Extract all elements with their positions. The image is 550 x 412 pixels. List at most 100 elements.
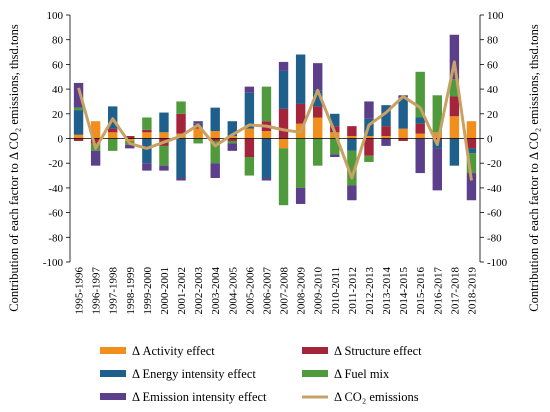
right-tick-label: -20 [487,158,502,170]
bars-layer [73,34,477,206]
legend-label: Δ Emission intensity effect [132,390,267,404]
axes-layer [69,15,481,262]
right-tick-label: 60 [487,59,499,71]
category-label: 2007-2008 [279,267,291,315]
bar-2006-2007-5 [261,178,272,181]
ticks-layer: -100 -100 -80 -80 -60 -60 -40 -40 -20 -20 0 0 20 20 40… [43,10,508,269]
legend-label: Δ Activity effect [132,344,215,358]
bar-2017-2018-4 [449,79,460,97]
bar-2014-2015-1 [398,128,408,139]
category-label: 1999-2000 [142,267,154,315]
bar-2006-2007-4 [261,86,272,122]
bar-2002-2003-1 [193,128,203,139]
right-tick-label: 20 [487,109,499,121]
right-tick-label: 0 [487,134,493,146]
bar-2017-2018-2 [449,96,460,117]
bar-2011-2012-3 [347,138,357,151]
bar-1995-1996-4 [73,107,84,111]
bar-2007-2008-4 [278,148,289,206]
left-tick-label: 20 [52,109,64,121]
bar-2012-2013-1 [364,136,374,139]
bar-1995-1996-1 [73,134,84,139]
bar-2011-2012-5 [347,185,357,201]
bar-2012-2013-4 [364,155,374,162]
bar-2008-2009-2 [295,103,306,124]
bar-2010-2011-4 [330,138,340,155]
right-tick-label: -100 [487,257,508,269]
bar-2008-2009-3 [295,54,306,104]
category-label: 1996-1997 [91,267,103,315]
bar-1995-1996-5 [73,82,84,108]
bar-1995-1996-2 [73,138,84,141]
bar-2015-2016-3 [415,117,425,124]
bar-2013-2014-5 [381,138,391,146]
bar-2014-2015-3 [398,97,408,129]
bar-2014-2015-2 [398,138,408,141]
right-tick-label: -40 [487,183,502,195]
left-tick-label: -60 [48,208,63,220]
bar-2004-2005-4 [227,140,237,144]
left-tick-label: -100 [43,257,64,269]
category-label: 2009-2010 [313,267,325,315]
bar-2000-2001-4 [159,145,169,166]
bar-2004-2005-1 [227,136,237,139]
category-label: 2006-2007 [261,267,273,315]
legend-swatch [100,347,126,354]
bar-1998-1999-5 [125,144,135,149]
legend-label: Δ Fuel mix [334,367,390,381]
legend-label: Δ Structure effect [334,344,422,358]
left-tick-label: 0 [58,134,64,146]
bar-2004-2005-2 [227,138,237,141]
category-label: 2018-2019 [466,267,478,315]
bar-2000-2001-5 [159,165,169,171]
legend: Δ Activity effect Δ Structure effect Δ Ene… [100,344,422,404]
bar-2010-2011-5 [330,154,340,158]
bar-2007-2008-5 [278,61,289,71]
category-label: 2003-2004 [210,267,222,315]
legend-swatch [302,370,328,377]
bar-2004-2005-3 [227,121,237,137]
left-tick-label: 80 [52,35,64,47]
co2-emissions-line [77,60,473,181]
bar-2007-2008-2 [278,108,289,139]
bar-2015-2016-2 [415,123,425,134]
bar-1999-2000-4 [142,117,152,130]
bar-2013-2014-1 [381,136,391,139]
left-tick-label: 40 [52,84,64,96]
bar-2009-2010-1 [313,117,323,139]
bar-2011-2012-2 [347,126,357,137]
category-label: 2008-2009 [296,267,308,315]
bar-2008-2009-5 [295,187,306,204]
left-tick-label: 60 [52,59,64,71]
bar-2015-2016-1 [415,133,425,139]
bar-2010-2011-3 [330,113,340,127]
right-tick-label: 100 [487,10,504,22]
bar-2003-2004-5 [210,163,220,179]
right-tick-label: -60 [487,208,502,220]
bar-1997-1998-2 [108,128,118,133]
category-label: 2015-2016 [415,267,427,315]
bar-1997-1998-1 [108,132,118,139]
bar-2005-2006-3 [244,92,255,129]
legend-label: Δ CO₂ emissions [334,390,419,404]
bar-2016-2017-4 [432,95,442,133]
category-label: 2002-2003 [193,267,205,315]
category-label: 2013-2014 [381,267,393,315]
bar-1996-1997-1 [90,121,101,139]
bar-1999-2000-1 [142,132,152,139]
bar-1995-1996-3 [73,110,84,135]
bar-2013-2014-2 [381,126,391,137]
category-labels: 1995-1996 1996-1997 1997-1998 1998-1999 1999… [74,267,479,315]
bar-2005-2006-1 [244,128,255,139]
right-axis-title: Contribution of each factor to Δ CO₂ emi… [527,24,541,312]
bar-2008-2009-4 [295,138,306,188]
bar-2017-2018-1 [449,116,460,139]
left-tick-label: -80 [48,232,63,244]
bar-1999-2000-5 [142,163,152,171]
bar-2005-2006-2 [244,138,255,158]
bar-2012-2013-5 [364,101,374,119]
category-label: 2012-2013 [364,267,376,315]
bar-1998-1999-1 [125,138,135,141]
bar-2003-2004-1 [210,131,220,139]
bar-2009-2010-2 [313,106,323,118]
